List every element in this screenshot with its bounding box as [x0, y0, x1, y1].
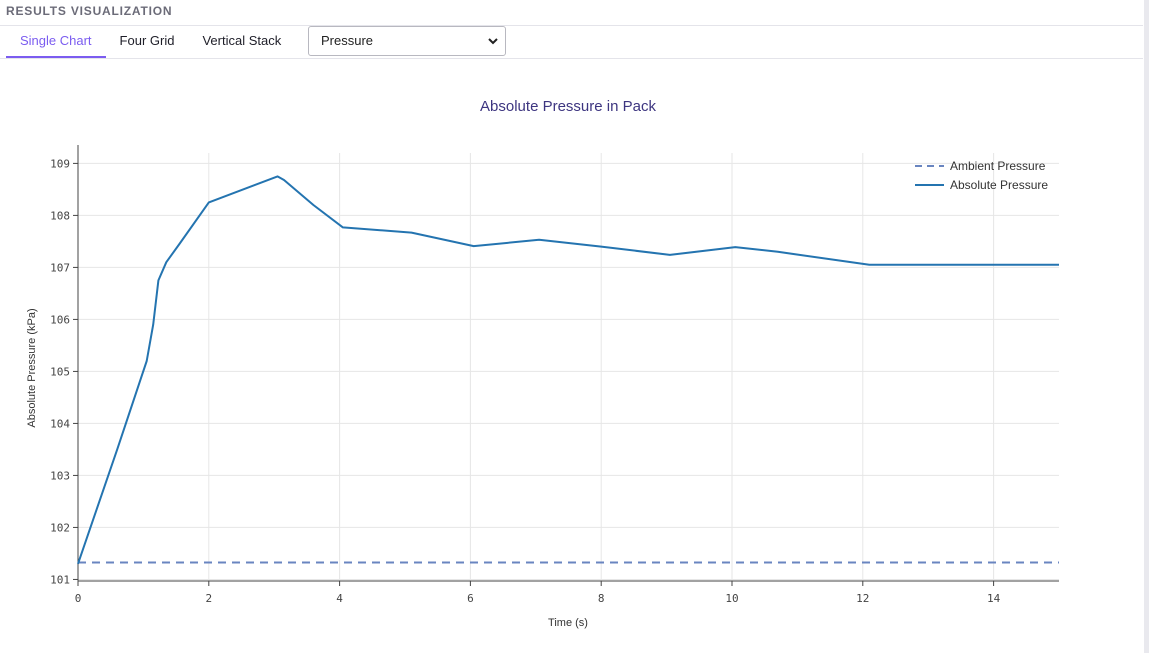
chart-legend: Ambient Pressure Absolute Pressure	[915, 159, 1048, 192]
x-axis-label: Time (s)	[548, 617, 588, 629]
chart-series	[77, 175, 1059, 565]
y-axis-label: Absolute Pressure (kPa)	[26, 308, 38, 427]
chevron-down-icon	[488, 38, 498, 45]
y-tick-label: 109	[50, 157, 70, 170]
x-tick-label: 0	[75, 592, 82, 605]
tabs-divider	[0, 58, 1143, 59]
y-tick-label: 107	[50, 261, 70, 274]
y-tick-label: 101	[50, 573, 70, 586]
x-tick-label: 10	[725, 592, 738, 605]
legend-label: Absolute Pressure	[950, 178, 1048, 192]
x-tick-label: 2	[205, 592, 212, 605]
y-tick-label: 105	[50, 365, 70, 378]
legend-label: Ambient Pressure	[950, 159, 1046, 173]
y-tick-label: 104	[50, 417, 70, 430]
x-tick-label: 12	[856, 592, 869, 605]
y-tick-label: 102	[50, 521, 70, 534]
variable-select[interactable]: Pressure	[308, 26, 506, 56]
view-tabs: Single Chart Four Grid Vertical Stack	[6, 26, 295, 58]
x-tick-label: 6	[467, 592, 474, 605]
chart-title: Absolute Pressure in Pack	[480, 98, 656, 115]
chart-axes	[77, 145, 1059, 582]
variable-select-value: Pressure	[321, 33, 374, 48]
header-divider	[0, 25, 1143, 26]
x-axis-ticks: 0 2 4 6 8 10 12 14	[75, 581, 1001, 605]
tab-single-chart[interactable]: Single Chart	[6, 26, 106, 58]
x-tick-label: 14	[987, 592, 1001, 605]
pressure-chart: Absolute Pressure in Pack 0 2 4 6 8 10 12 14 10…	[26, 98, 1059, 629]
absolute-pressure-line	[77, 175, 1059, 565]
y-tick-label: 108	[50, 209, 70, 222]
tab-four-grid[interactable]: Four Grid	[119, 33, 175, 48]
panel-title: RESULTS VISUALIZATION	[6, 4, 173, 18]
x-tick-label: 8	[598, 592, 605, 605]
chart-grid	[78, 153, 1059, 581]
window-edge	[1144, 0, 1149, 653]
y-tick-label: 106	[50, 313, 70, 326]
y-tick-label: 103	[50, 469, 70, 482]
tab-vertical-stack[interactable]: Vertical Stack	[202, 33, 282, 48]
y-axis-ticks: 101 102 103 104 105 106 107 108 109	[50, 157, 78, 586]
x-tick-label: 4	[336, 592, 343, 605]
